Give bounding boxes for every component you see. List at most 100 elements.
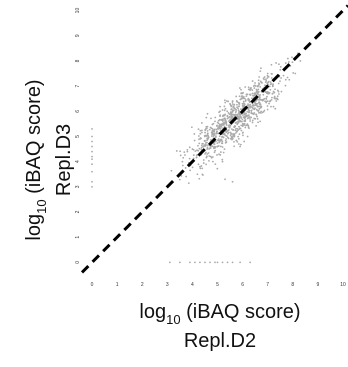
data-point [226,115,229,118]
data-point [271,96,273,99]
data-point [200,131,203,134]
data-point [240,120,243,123]
y-tick-label: 0 [75,261,81,264]
data-point [273,95,276,98]
data-point [243,120,246,122]
data-point [268,91,271,94]
data-point [253,117,256,120]
data-point [239,87,241,89]
data-point [220,119,223,121]
data-point [199,165,201,168]
data-point [266,74,269,77]
data-point [277,82,280,85]
data-point [243,117,246,120]
data-point [204,131,206,134]
y-tick-label: 2 [75,210,81,213]
data-point [240,88,242,91]
data-point [238,119,240,122]
data-point [279,68,282,71]
data-point [235,127,237,130]
data-point [213,151,216,154]
data-point [229,124,231,127]
data-point [241,124,244,127]
data-point [231,110,234,113]
data-point [259,70,262,72]
data-point [197,149,200,152]
y-axis-title: log10 (iBAQ score) [23,79,49,240]
data-point [224,120,226,122]
data-point [242,114,244,116]
data-point [259,80,262,83]
data-point [235,121,238,124]
data-point [231,103,234,105]
data-point [211,132,214,134]
data-point [204,261,206,264]
data-point [222,151,225,154]
data-point [266,105,269,107]
data-point [255,108,258,111]
data-point [170,169,173,172]
data-point [268,85,271,88]
data-point [197,135,200,137]
data-point [249,118,251,120]
data-point [219,145,222,148]
data-point [247,98,249,101]
data-point [262,98,265,101]
data-point [232,134,235,137]
data-point [188,157,191,160]
data-point [247,111,250,114]
data-point [231,180,234,183]
data-point [270,77,273,79]
data-point [221,115,224,118]
data-point [292,72,295,74]
data-point [242,100,245,103]
x-tick-label: 0 [91,282,94,288]
data-point [208,148,211,150]
data-point [91,170,93,173]
data-point [251,102,254,105]
data-point [238,112,241,114]
data-point [232,109,235,112]
data-point [257,110,260,112]
data-point [204,135,206,138]
data-point [230,108,233,110]
data-point [223,109,226,112]
data-point [250,109,253,112]
data-point [278,93,280,95]
data-point [210,117,212,120]
data-point [214,163,217,165]
data-point [219,151,222,153]
data-point [256,115,258,118]
data-point [201,167,204,170]
y-axis-ticks: 0 1 2 3 4 5 6 7 8 9 10 [75,8,81,264]
data-point [276,89,279,92]
data-point [225,135,228,137]
data-point [250,116,253,119]
data-point [266,100,269,103]
data-point [201,143,203,145]
y-tick-label: 1 [75,236,81,239]
data-point [229,131,232,134]
data-point [229,137,232,140]
data-point [221,146,224,148]
data-point [206,148,209,150]
data-point [190,126,193,129]
data-point [266,91,269,94]
data-point [217,119,220,122]
data-point [257,79,260,82]
data-point [260,67,262,70]
data-point [199,132,202,135]
data-point [199,137,202,139]
data-point [241,118,244,121]
data-point [217,138,220,140]
data-point [266,72,269,75]
data-point [200,122,203,124]
data-point [256,105,259,108]
data-point [250,97,253,100]
data-point [209,261,211,264]
data-point [257,93,259,96]
data-point [91,135,93,138]
data-point [210,138,212,141]
y-tick-label: 10 [75,8,81,14]
